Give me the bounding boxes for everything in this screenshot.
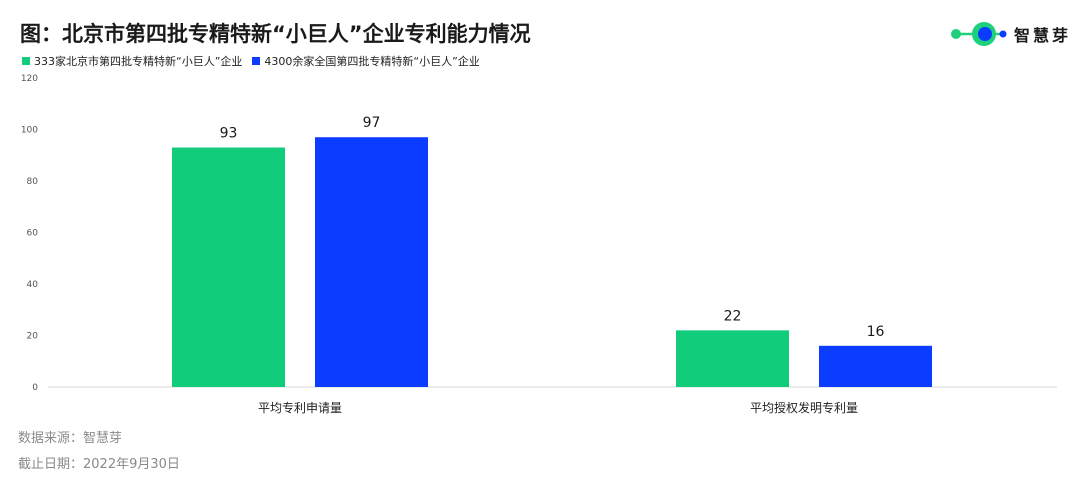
x-tick-label: 平均授权发明专利量 (750, 400, 858, 415)
bar-chart: 0 20 40 60 80 100 120 93 97 平均专利申请量 22 16 平均授权发明专利量 (21, 74, 1057, 415)
legend-label-national: 4300余家全国第四批专精特新“小巨人”企业 (264, 55, 480, 68)
y-tick-label: 40 (27, 280, 39, 290)
data-label: 16 (867, 324, 885, 340)
bar (676, 330, 789, 387)
bar (172, 147, 285, 387)
brand-name: 智慧芽 (1014, 26, 1072, 45)
y-tick-label: 0 (32, 383, 38, 393)
legend-item-beijing: 333家北京市第四批专精特新“小巨人”企业 (22, 53, 242, 69)
chart-legend: 333家北京市第四批专精特新“小巨人”企业 4300余家全国第四批专精特新“小巨… (22, 53, 490, 69)
legend-swatch-national (252, 57, 261, 65)
data-source-note: 数据来源：智慧芽 (18, 431, 123, 446)
legend-label-beijing: 333家北京市第四批专精特新“小巨人”企业 (34, 55, 243, 68)
data-label: 97 (363, 115, 381, 131)
data-label: 93 (220, 126, 238, 142)
data-label: 22 (724, 308, 742, 324)
cutoff-date-note: 截止日期：2022年9月30日 (18, 457, 180, 472)
y-tick-label: 100 (21, 126, 38, 136)
bar (315, 137, 428, 387)
bar (819, 345, 932, 387)
y-tick-label: 80 (27, 177, 39, 187)
legend-swatch-beijing (22, 57, 30, 65)
brand-logo: 智慧芽 (950, 20, 1071, 48)
y-tick-label: 20 (27, 332, 39, 342)
y-tick-label: 120 (21, 74, 38, 84)
page-title: 图：北京市第四批专精特新“小巨人”企业专利能力情况 (20, 22, 531, 46)
brand-logo-icon (951, 22, 1007, 46)
x-tick-label: 平均专利申请量 (258, 400, 342, 415)
legend-item-national: 4300余家全国第四批专精特新“小巨人”企业 (252, 53, 480, 69)
y-tick-label: 60 (27, 229, 39, 239)
